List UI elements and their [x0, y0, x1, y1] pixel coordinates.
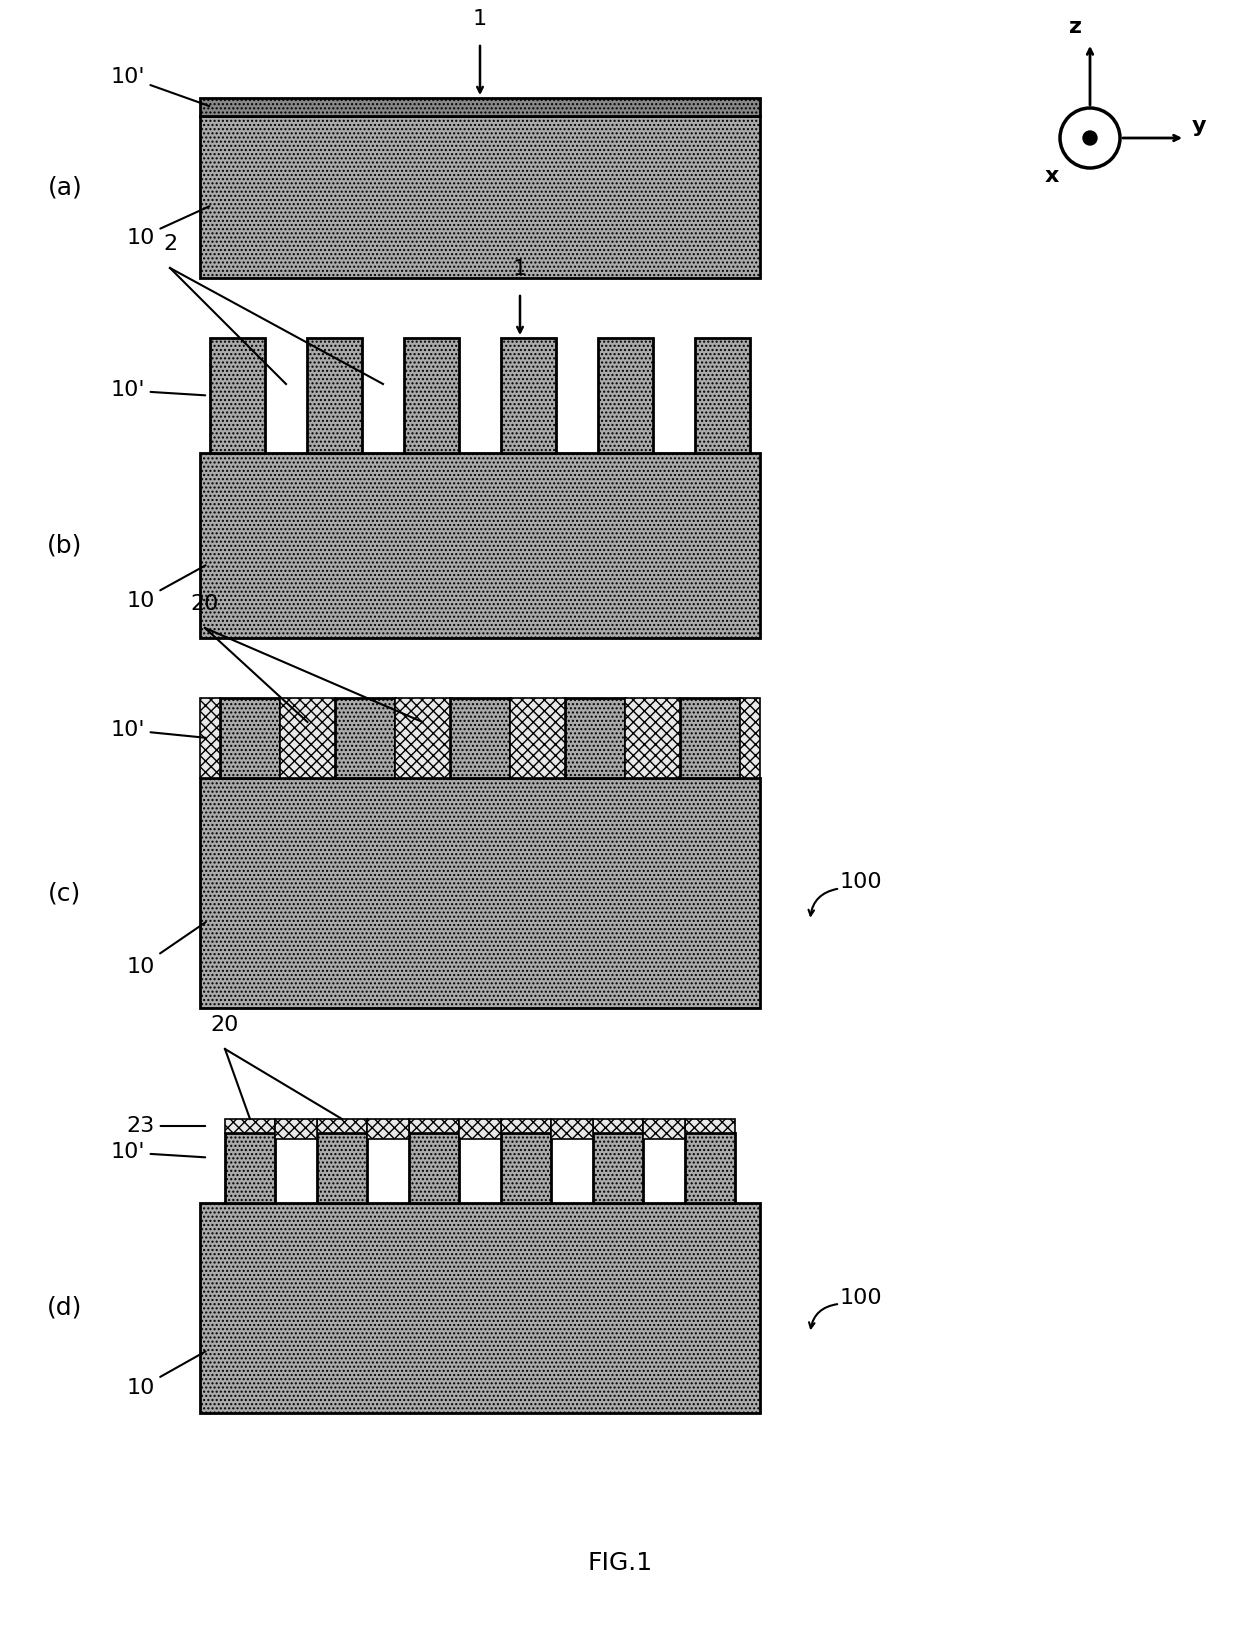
Text: (c): (c) — [48, 881, 82, 905]
Bar — [200, 453, 760, 638]
Bar — [219, 698, 280, 778]
Bar — [200, 698, 219, 778]
Bar — [625, 698, 680, 778]
Text: 23: 23 — [126, 1117, 206, 1136]
Text: (b): (b) — [47, 534, 83, 557]
Text: 20: 20 — [191, 594, 219, 614]
Text: 10': 10' — [110, 67, 210, 106]
Text: 100: 100 — [839, 1288, 883, 1307]
Bar — [644, 1118, 684, 1140]
Bar — [409, 1118, 459, 1133]
Text: 10': 10' — [110, 1143, 206, 1162]
Text: (a): (a) — [47, 176, 82, 200]
Bar — [593, 1118, 644, 1133]
Bar — [565, 698, 625, 778]
Text: 1: 1 — [472, 10, 487, 29]
Bar — [598, 339, 653, 453]
Text: 10': 10' — [110, 381, 206, 400]
Bar — [308, 339, 362, 453]
Text: y: y — [1192, 116, 1207, 137]
Bar — [210, 339, 265, 453]
Bar — [684, 1133, 735, 1203]
Bar — [224, 1118, 275, 1133]
Bar — [450, 698, 510, 778]
Bar — [200, 116, 760, 278]
Bar — [200, 98, 760, 116]
Text: (d): (d) — [47, 1296, 83, 1320]
Bar — [275, 1118, 317, 1140]
Text: 10: 10 — [126, 1351, 206, 1398]
Bar — [551, 1118, 593, 1140]
Text: 10: 10 — [126, 565, 206, 610]
Text: FIG.1: FIG.1 — [588, 1551, 652, 1574]
Text: 10': 10' — [110, 720, 206, 741]
Circle shape — [1083, 130, 1097, 145]
Text: 1: 1 — [513, 259, 527, 278]
Bar — [510, 698, 565, 778]
Text: x: x — [1045, 166, 1059, 186]
Bar — [280, 698, 335, 778]
Text: z: z — [1069, 16, 1083, 37]
Bar — [224, 1133, 275, 1203]
Bar — [367, 1118, 409, 1140]
Bar — [335, 698, 396, 778]
Bar — [200, 778, 760, 1008]
Bar — [459, 1118, 501, 1140]
Bar — [404, 339, 459, 453]
Bar — [593, 1133, 644, 1203]
Text: 2: 2 — [162, 234, 177, 254]
Bar — [501, 339, 556, 453]
Bar — [694, 339, 750, 453]
Text: 20: 20 — [211, 1014, 239, 1035]
Bar — [680, 698, 740, 778]
Circle shape — [1060, 107, 1120, 168]
Bar — [501, 1118, 551, 1133]
Bar — [396, 698, 450, 778]
Text: 100: 100 — [839, 871, 883, 892]
Bar — [740, 698, 760, 778]
Text: 10: 10 — [126, 921, 206, 977]
Text: 10: 10 — [126, 207, 210, 247]
Bar — [409, 1133, 459, 1203]
Bar — [684, 1118, 735, 1133]
Bar — [200, 1203, 760, 1413]
Bar — [317, 1118, 367, 1133]
Bar — [317, 1133, 367, 1203]
Bar — [501, 1133, 551, 1203]
